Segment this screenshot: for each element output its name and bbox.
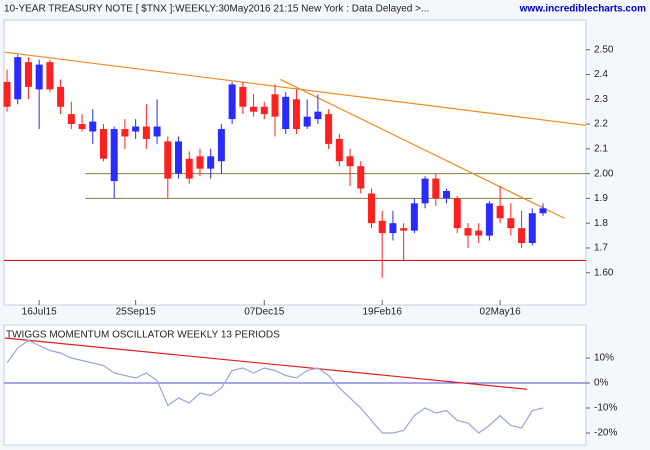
candle-body [89, 121, 97, 132]
oscillator-line [6, 339, 544, 434]
y-tick-label: 1.7 [594, 243, 608, 254]
candle-body [110, 129, 118, 182]
candle-body [389, 223, 397, 234]
candle-body [142, 126, 150, 139]
candle-body [57, 86, 65, 107]
x-tick-label: 19Feb16 [362, 307, 402, 318]
y-tick-label: 0% [594, 378, 609, 389]
candle-body [271, 94, 279, 117]
y-tick-label: 1.60 [594, 267, 614, 278]
candle-body [67, 114, 75, 125]
candle-body [357, 166, 365, 189]
candle-body [282, 96, 290, 130]
candle-body [99, 129, 107, 159]
candle-body [260, 106, 268, 115]
price-panel [3, 19, 587, 306]
candle-body [475, 230, 483, 236]
candle-body [314, 111, 322, 120]
oscillator-panel [3, 324, 587, 446]
y-tick-label: 2.00 [594, 168, 614, 179]
candle-body [453, 198, 461, 229]
candle-body [239, 86, 247, 107]
candle-body [335, 138, 343, 162]
y-tick-label: 2.1 [594, 143, 608, 154]
x-tick-label: 25Sep15 [116, 307, 156, 318]
candle-body [164, 141, 172, 179]
oscillator-title: TWIGGS MOMENTUM OSCILLATOR WEEKLY 13 PER… [6, 330, 280, 341]
candle-body [421, 178, 429, 204]
y-tick-label: 2.4 [594, 69, 608, 80]
candle-body [485, 203, 493, 236]
candle-body [217, 129, 225, 162]
y-tick-label: 2.50 [594, 44, 614, 55]
candle-body [400, 228, 408, 231]
candle-body [292, 99, 300, 130]
x-tick-label: 07Dec15 [244, 307, 284, 318]
candle-body [378, 220, 386, 234]
candle-body [539, 208, 547, 214]
candle-body [185, 158, 193, 179]
candle-body [528, 213, 536, 244]
candle-body [3, 81, 11, 107]
y-tick-label: -10% [594, 403, 617, 414]
candle-body [14, 57, 22, 100]
candle-body [132, 126, 140, 132]
trend-line [4, 337, 527, 390]
x-tick-label: 02May16 [480, 307, 522, 318]
y-tick-label: 2.3 [594, 94, 608, 105]
candle-body [196, 156, 204, 169]
trend-line [4, 51, 586, 126]
chart-title: 10-YEAR TREASURY NOTE [ $TNX ]:WEEKLY:30… [4, 4, 429, 15]
candle-body [443, 190, 451, 199]
candle-body [250, 106, 258, 112]
y-tick-label: 2.2 [594, 119, 608, 130]
candle-body [153, 126, 161, 137]
y-tick-label: -20% [594, 428, 617, 439]
candle-body [228, 84, 236, 120]
candle-body [325, 114, 333, 144]
candle-body [432, 178, 440, 199]
candle-body [35, 64, 43, 90]
candle-body [207, 156, 215, 169]
candle-body [78, 124, 86, 130]
candle-body [346, 156, 354, 167]
candle-body [175, 141, 183, 174]
trend-line [280, 78, 565, 219]
candle-body [303, 116, 311, 127]
candle-body [121, 129, 129, 137]
source: www.incrediblecharts.com [519, 4, 646, 15]
candle-body [410, 203, 418, 231]
candle-body [496, 205, 504, 219]
y-tick-label: 1.9 [594, 193, 608, 204]
candle-body [24, 62, 32, 87]
candle-body [507, 218, 515, 229]
candle-body [46, 62, 54, 90]
candle-body [367, 193, 375, 224]
y-tick-label: 10% [594, 353, 614, 364]
y-tick-label: 1.8 [594, 218, 608, 229]
candle-body [518, 228, 526, 244]
candle-body [464, 228, 472, 236]
x-tick-label: 16Jul15 [22, 307, 57, 318]
